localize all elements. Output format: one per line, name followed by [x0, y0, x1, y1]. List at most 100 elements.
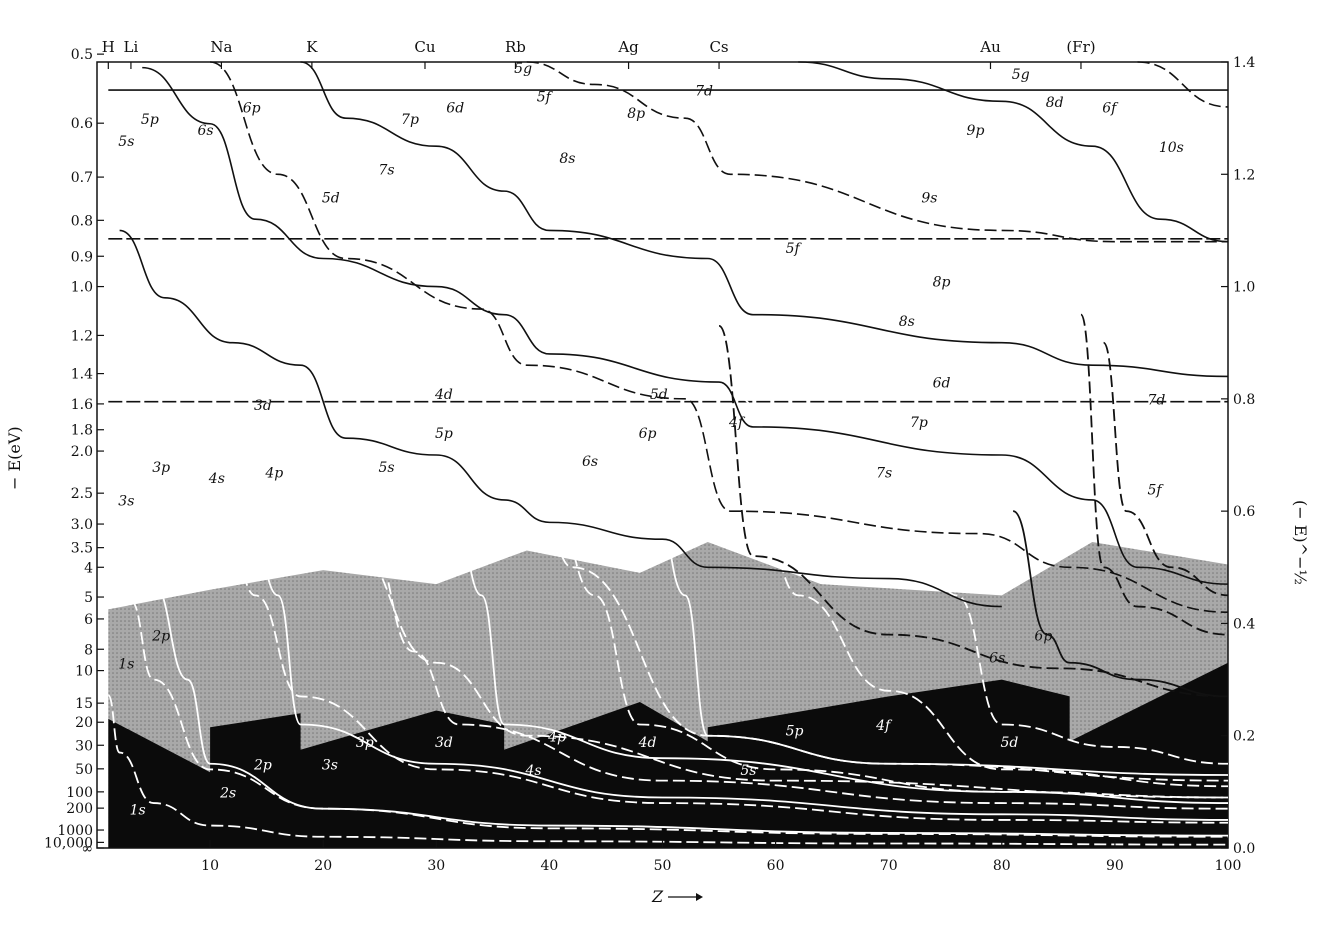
left-tick-label: 50: [75, 762, 93, 778]
upper-curve: [210, 61, 1229, 613]
orbital-label: 6s: [197, 123, 213, 139]
left-tick-label: 2.0: [71, 444, 93, 460]
left-tick-label: 5: [84, 590, 93, 606]
orbital-label: 8p: [933, 275, 951, 291]
series-3d: [334, 409, 1229, 810]
orbital-label: 7s: [378, 162, 394, 178]
series-6p: [1012, 510, 1229, 698]
series-5d: [899, 465, 1229, 765]
series-2p: [153, 583, 1229, 837]
series-1s: [107, 694, 1229, 846]
orbital-label: 3p: [152, 460, 170, 476]
left-tick-label: 15: [75, 696, 93, 712]
series-4s: [311, 381, 1229, 799]
left-tick-label: 0.6: [71, 116, 93, 132]
left-tick-label: 100: [66, 785, 93, 801]
orbital-label-white: 5p: [786, 724, 804, 740]
orbital-label: 8s: [899, 314, 915, 330]
element-label: Au: [979, 38, 1001, 56]
orbital-label-white: 3d: [435, 735, 453, 751]
orbital-label-white: 3p: [356, 735, 374, 751]
orbital-label: 8s: [559, 151, 575, 167]
orbital-labels: 5s 5p 6s 6p 5g 5f 6d 7p 7s 5d 8s 8p 7d 5g 8d 6f 9p 10s 9s 5…: [118, 61, 1184, 818]
orbital-label-white: 1s: [130, 802, 146, 818]
orbital-label: 6p: [1034, 628, 1052, 644]
orbital-label: 5p: [141, 112, 159, 128]
orbital-label: 10s: [1159, 140, 1184, 156]
orbital-label: 8p: [627, 106, 645, 122]
left-tick-label: 3.5: [71, 541, 93, 557]
x-tick-label: 80: [993, 858, 1011, 874]
element-label: (Fr): [1066, 38, 1095, 56]
series-group: [107, 61, 1229, 846]
orbital-label: 7p: [910, 415, 928, 431]
orbital-label-white: 2s: [219, 785, 236, 801]
tick-group: 10 20 30 40 50 60 70 80 90 100 0.5 0.6 0.7 0.8 0.9 1.0 1…: [44, 38, 1255, 874]
left-tick-label: 0.7: [71, 170, 93, 186]
x-tick-label: 70: [880, 858, 898, 874]
orbital-label-white: 5s: [740, 763, 756, 779]
left-tick-label: 1000: [57, 823, 93, 839]
left-axis-label: − E(eV): [5, 426, 24, 490]
orbital-label: 8d: [1046, 95, 1064, 111]
left-tick-label: 6: [84, 612, 93, 628]
element-label: Cu: [414, 38, 435, 56]
orbital-label: 6s: [582, 454, 598, 470]
x-tick-label: 40: [540, 858, 558, 874]
orbital-label: 6p: [243, 101, 261, 117]
upper-curve: [1137, 61, 1229, 108]
left-tick-label: 20: [75, 715, 93, 731]
upper-curve: [119, 229, 1002, 608]
x-tick-label: 50: [654, 858, 672, 874]
series-6s: [718, 324, 1229, 698]
right-tick-label: 0.6: [1233, 504, 1255, 520]
left-tick-label: 0.8: [71, 213, 93, 229]
orbital-label-white: 4f: [875, 718, 893, 734]
right-axis-label: (− E)^−½: [1291, 500, 1310, 585]
orbital-label: 5f: [1148, 482, 1165, 498]
orbital-label: 7d: [695, 84, 713, 100]
orbital-label-white: 2p: [253, 757, 272, 773]
element-label: K: [306, 38, 318, 56]
right-tick-label: 0.4: [1233, 616, 1255, 632]
orbital-label-white: 4p: [547, 729, 566, 745]
orbital-label: 5d: [322, 190, 340, 206]
orbital-label: 5f: [537, 89, 554, 105]
left-tick-label: 10,000: [44, 835, 93, 851]
orbital-label: 3d: [254, 398, 272, 414]
x-tick-label: 30: [427, 858, 445, 874]
orbital-label: 7p: [401, 112, 419, 128]
upper-curve: [798, 61, 1229, 243]
left-tick-label: 3.0: [71, 517, 93, 533]
left-tick-label: 30: [75, 738, 93, 754]
left-tick-label: 4: [84, 560, 93, 576]
orbital-label: 5f: [786, 241, 803, 257]
orbital-label: 5s: [378, 460, 394, 476]
left-tick-label: ∞: [81, 841, 93, 857]
element-label: Cs: [709, 38, 728, 56]
orbital-label: 6d: [933, 376, 951, 392]
orbital-label: 6f: [1102, 101, 1119, 117]
orbital-label: 3s: [118, 494, 134, 510]
left-tick-label: 1.4: [71, 367, 93, 383]
series-4d: [537, 426, 1229, 799]
left-tick-label: 0.9: [71, 249, 93, 265]
x-tick-label: 60: [767, 858, 785, 874]
series-4f: [741, 397, 1229, 788]
left-tick-label: 0.5: [71, 47, 93, 63]
left-tick-label: 2.5: [71, 486, 93, 502]
left-tick-label: 8: [84, 642, 93, 658]
upper-curve: [300, 61, 1229, 378]
left-tick-label: 200: [66, 801, 93, 817]
orbital-label-white: 4s: [524, 763, 541, 779]
orbital-label: 4f: [728, 415, 746, 431]
series-5f: [1102, 341, 1229, 597]
orbital-label: 4p: [264, 465, 283, 481]
orbital-label: 1s: [118, 656, 134, 672]
right-tick-label: 1.4: [1233, 55, 1255, 71]
orbital-label: 2p: [151, 628, 170, 644]
orbital-label: 4s: [208, 471, 225, 487]
element-label: H: [102, 38, 115, 56]
orbital-label: 4d: [434, 387, 453, 403]
